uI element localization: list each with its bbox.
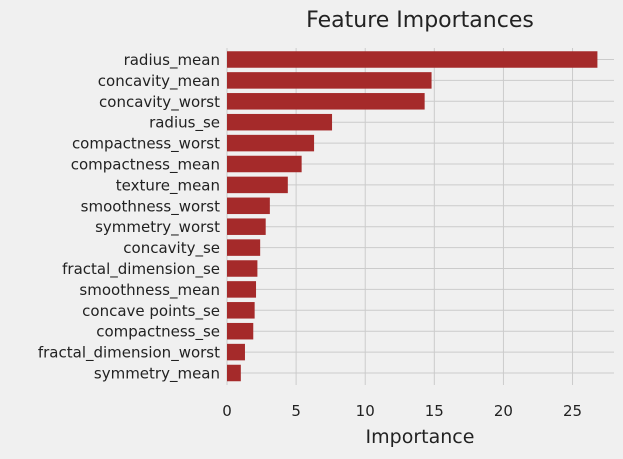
chart-title: Feature Importances xyxy=(306,8,534,33)
y-tick-label: concavity_mean xyxy=(98,72,220,91)
y-tick-label: compactness_worst xyxy=(72,135,220,154)
x-tick-labels: 0 5 10 15 20 25 xyxy=(222,402,582,420)
x-tick-label: 10 xyxy=(356,402,375,420)
bar-compactness_mean xyxy=(227,155,302,173)
bar-symmetry_mean xyxy=(227,364,241,382)
bar-concavity_mean xyxy=(227,72,432,89)
y-tick-label: fractal_dimension_worst xyxy=(38,344,220,363)
y-tick-label: smoothness_worst xyxy=(81,197,220,216)
y-tick-label: smoothness_mean xyxy=(79,281,220,300)
bar-radius_mean xyxy=(227,51,598,68)
bar-fractal_dimension_se xyxy=(227,260,258,277)
bar-texture_mean xyxy=(227,176,288,194)
y-tick-label: fractal_dimension_se xyxy=(62,260,220,279)
x-tick-label: 15 xyxy=(425,402,444,420)
bar-smoothness_mean xyxy=(227,281,257,298)
bar-symmetry_worst xyxy=(227,218,266,235)
x-tick-label: 25 xyxy=(563,402,582,420)
y-tick-label: compactness_mean xyxy=(71,156,220,175)
bar-fractal_dimension_worst xyxy=(227,343,245,361)
y-tick-label: compactness_se xyxy=(96,323,220,342)
bar-compactness_worst xyxy=(227,134,315,152)
y-tick-label: radius_mean xyxy=(124,51,220,70)
y-tick-label: symmetry_mean xyxy=(94,365,220,384)
bar-concave-points_se xyxy=(227,302,255,319)
bar-concavity_worst xyxy=(227,93,425,110)
x-axis-label: Importance xyxy=(366,426,475,448)
y-tick-label: concavity_se xyxy=(123,239,220,258)
y-tick-label: texture_mean xyxy=(116,176,220,195)
y-tick-labels: radius_mean concavity_mean concavity_worst… xyxy=(38,51,220,384)
bar-compactness_se xyxy=(227,322,254,340)
x-tick-label: 0 xyxy=(222,402,232,420)
y-tick-label: concavity_worst xyxy=(99,93,220,112)
y-tick-label: concave points_se xyxy=(82,302,220,321)
y-tick-label: symmetry_worst xyxy=(95,218,220,237)
y-tick-label: radius_se xyxy=(149,114,220,133)
bars xyxy=(227,51,598,382)
bar-radius_se xyxy=(227,113,333,131)
x-tick-label: 20 xyxy=(494,402,513,420)
x-tick-label: 5 xyxy=(291,402,301,420)
bar-concavity_se xyxy=(227,239,261,256)
bar-smoothness_worst xyxy=(227,197,270,215)
